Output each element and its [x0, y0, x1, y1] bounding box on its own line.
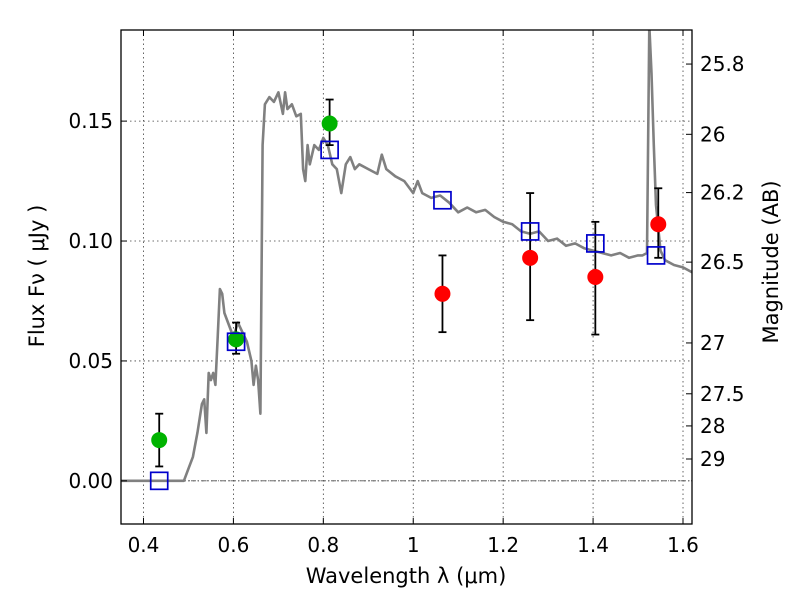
x-tick-label: 0.4 — [128, 533, 160, 557]
y-tick-label: 0.00 — [68, 469, 113, 493]
model-photometry-square — [585, 234, 605, 253]
magnitude-tick-label: 28 — [700, 414, 725, 438]
plot-layer — [121, 30, 692, 491]
x-tick-label: 0.8 — [307, 533, 339, 557]
axis-layer: 0.4 0.6 0.8 1 1.2 1.4 1.6 0.00 0.05 0.10 0.15 25.8 2… — [68, 30, 745, 557]
y-axis-label: Flux Fν ( μJy ) — [25, 205, 49, 348]
model-spectrum-line — [121, 30, 692, 483]
model-photometry-square — [520, 222, 540, 241]
grid-layer — [121, 30, 692, 524]
y-tick-label: 0.10 — [68, 229, 113, 253]
model-photometry-square — [149, 471, 169, 491]
x-tick-label: 1.2 — [487, 533, 519, 557]
model-photometry-square — [433, 190, 452, 210]
x-axis-label: Wavelength λ (μm) — [306, 564, 507, 588]
y-tick-label: 0.15 — [68, 109, 113, 133]
magnitude-tick-label: 26 — [700, 122, 725, 146]
magnitude-tick-label: 27.5 — [700, 382, 745, 406]
plot-frame — [120, 29, 693, 525]
magnitude-tick-label: 27 — [700, 331, 725, 355]
x-tick-label: 1.6 — [667, 533, 699, 557]
magnitude-tick-label: 26.2 — [700, 181, 745, 205]
magnitude-tick-label: 25.8 — [700, 52, 745, 76]
red-data-point — [434, 285, 451, 302]
x-tick-label: 1.4 — [577, 533, 609, 557]
model-photometry-square — [226, 332, 246, 352]
red-data-point — [522, 249, 539, 266]
model-photometry-square — [320, 140, 339, 160]
x-tick-label: 1 — [407, 533, 420, 557]
green-data-point — [228, 331, 245, 348]
magnitude-tick-label: 29 — [700, 447, 725, 471]
green-data-point — [151, 432, 168, 449]
x-tick-label: 0.6 — [217, 533, 249, 557]
green-data-point — [321, 115, 338, 132]
magnitude-tick-label: 26.5 — [700, 250, 745, 274]
red-data-point — [650, 216, 667, 233]
y2-axis-label: Magnitude (AB) — [759, 180, 783, 343]
y-tick-label: 0.05 — [68, 349, 113, 373]
model-photometry-square — [646, 246, 666, 265]
red-data-point — [587, 269, 604, 285]
